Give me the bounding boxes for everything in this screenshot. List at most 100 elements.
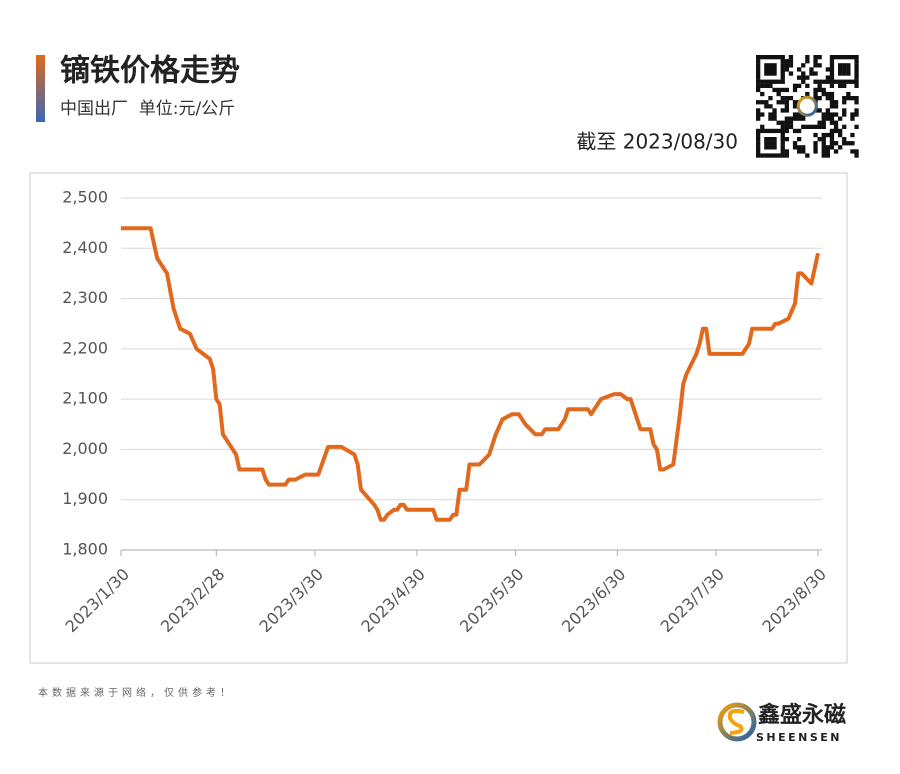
qr-cell (780, 63, 785, 68)
brand-name: 鑫盛永磁 (758, 702, 846, 728)
qr-cell (805, 124, 810, 129)
qr-cell (776, 87, 781, 93)
qr-cell (784, 108, 789, 113)
qr-cell (829, 137, 835, 142)
qr-cell (784, 116, 789, 121)
chart-subtitle: 中国出厂 单位:元/公斤 (60, 99, 235, 119)
qr-cell (760, 55, 765, 60)
qr-cell (801, 124, 806, 129)
qr-cell (756, 87, 761, 93)
qr-cell (764, 55, 769, 60)
qr-cell (838, 63, 843, 68)
qr-cell (768, 67, 773, 72)
qr-cell (772, 108, 777, 113)
qr-cell (780, 120, 785, 125)
x-tick-label: 2023/8/30 (759, 565, 830, 636)
qr-cell (829, 116, 835, 121)
brand-logo: 鑫盛永磁 SHEENSEN (717, 702, 846, 744)
qr-cell (776, 91, 781, 97)
qr-cell (797, 116, 802, 121)
qr-cell (801, 149, 806, 154)
qr-cell (821, 116, 826, 121)
qr-cell (797, 83, 802, 88)
qr-cell (764, 104, 769, 109)
qr-cell (821, 153, 826, 158)
qr-cell (780, 141, 785, 146)
qr-cell (854, 108, 859, 113)
qr-cell (756, 108, 761, 113)
qr-cell (772, 63, 777, 68)
qr-cell (780, 96, 785, 101)
chart-title: 镝铁价格走势 (60, 54, 240, 89)
qr-cell (792, 83, 798, 88)
x-tick-label: 2023/5/30 (456, 565, 527, 636)
qr-cell (813, 79, 818, 84)
qr-cell (854, 153, 859, 158)
qr-cell (829, 145, 835, 150)
qr-cell (772, 145, 777, 150)
qr-cell (821, 124, 826, 129)
qr-cell (854, 59, 859, 64)
y-tick-label: 2,500 (62, 188, 108, 207)
qr-cell (784, 63, 789, 68)
qr-cell (833, 112, 839, 117)
qr-cell (854, 124, 859, 129)
qr-cell (768, 141, 773, 146)
qr-cell (833, 141, 839, 146)
qr-cell (825, 67, 830, 72)
qr-cell (850, 96, 855, 101)
qr-cell (768, 116, 773, 121)
qr-cell (833, 124, 839, 129)
qr-cell (829, 104, 835, 109)
qr-cell (780, 128, 785, 134)
qr-cell (842, 71, 847, 76)
qr-cell (825, 132, 830, 138)
qr-cell (838, 116, 843, 121)
qr-cell (817, 124, 822, 129)
qr-cell (772, 71, 777, 76)
qr-cell (846, 55, 851, 60)
qr-cell (784, 120, 789, 125)
qr-cell (764, 153, 769, 158)
y-tick-label: 2,300 (62, 288, 108, 307)
qr-cell (829, 120, 835, 125)
qr-cell (854, 149, 859, 154)
qr-cell (784, 137, 789, 142)
qr-cell (768, 63, 773, 68)
qr-cell (813, 96, 818, 101)
qr-cell (825, 79, 830, 84)
qr-cell (838, 79, 843, 84)
y-tick-label: 2,000 (62, 439, 108, 458)
qr-cell (825, 112, 830, 117)
qr-cell (756, 55, 761, 60)
qr-cell (850, 116, 855, 121)
qr-cell (768, 83, 773, 88)
qr-cell (760, 79, 765, 84)
qr-cell (850, 112, 855, 117)
qr-cell (788, 71, 794, 76)
qr-cell (833, 128, 839, 134)
brand-english: SHEENSEN (756, 731, 842, 744)
qr-cell (813, 71, 818, 76)
qr-cell (801, 145, 806, 150)
qr-cell (838, 132, 843, 138)
qr-cell (780, 59, 785, 64)
qr-cell (772, 87, 777, 93)
qr-cell (776, 55, 781, 60)
qr-code (756, 55, 859, 158)
qr-cell (809, 71, 814, 76)
qr-cell (817, 55, 822, 60)
qr-cell (842, 63, 847, 68)
qr-cell (780, 75, 785, 80)
qr-cell (846, 96, 851, 101)
qr-cell (854, 63, 859, 68)
y-tick-label: 2,200 (62, 338, 108, 357)
qr-cell (768, 153, 773, 158)
y-tick-label: 1,900 (62, 489, 108, 508)
qr-cell (768, 128, 773, 134)
qr-cell (817, 120, 822, 125)
qr-cell (813, 141, 818, 146)
qr-cell (756, 137, 761, 142)
qr-cell (838, 71, 843, 76)
